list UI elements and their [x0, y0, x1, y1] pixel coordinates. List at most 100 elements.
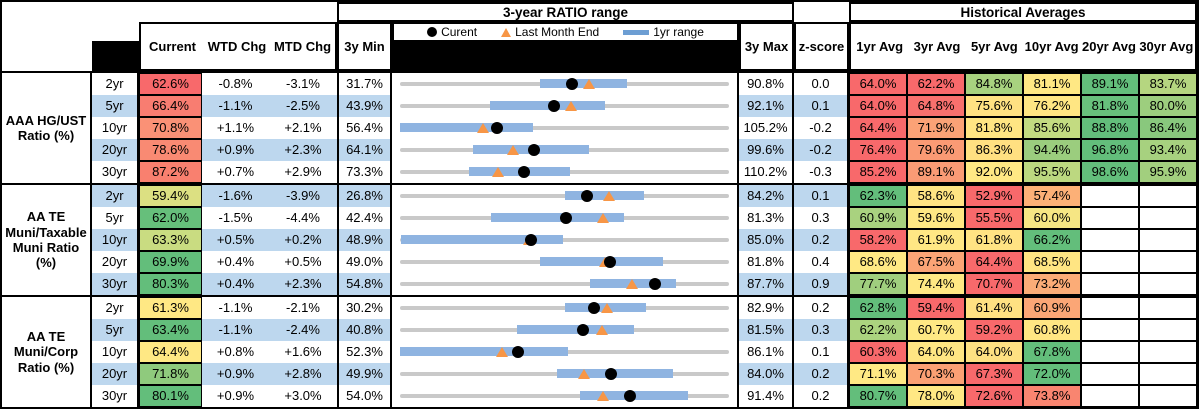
wtd-chg-cell: -1.1%	[202, 297, 269, 319]
table-row: 5yr 66.4% -1.1% -2.5% 43.9% 92.1% 0.1 64.0% 64.8…	[92, 95, 1197, 117]
avg-10yr-cell: 68.5%	[1023, 251, 1081, 273]
avg-20yr-cell	[1081, 251, 1139, 273]
avg-3yr-cell: 71.9%	[907, 117, 965, 139]
tenor-cell: 10yr	[92, 229, 139, 251]
avg-5yr-cell: 72.6%	[965, 385, 1023, 407]
table-row: 2yr 59.4% -1.6% -3.9% 26.8% 84.2% 0.1 62.3% 58.6…	[92, 185, 1197, 207]
avg-3yr-cell: 59.4%	[907, 297, 965, 319]
wtd-chg-cell: +0.8%	[202, 341, 269, 363]
current-marker	[525, 234, 538, 246]
wtd-chg-cell: +1.1%	[202, 117, 269, 139]
avg-1yr-cell: 80.7%	[849, 385, 907, 407]
avg-3yr-cell: 89.1%	[907, 161, 965, 183]
legend-current-label: Curent	[441, 25, 478, 39]
current-marker	[603, 256, 616, 268]
tenor-cell: 10yr	[92, 117, 139, 139]
avg-20yr-cell	[1081, 297, 1139, 319]
last-month-end-marker	[476, 123, 489, 133]
legend-range-label: 1yr range	[653, 25, 704, 39]
avg-30yr-cell	[1139, 385, 1197, 407]
avg-3yr-cell: 58.6%	[907, 185, 965, 207]
avg-5yr-cell: 61.8%	[965, 229, 1023, 251]
historical-section-title: Historical Averages	[849, 2, 1197, 22]
avg-5yr-cell: 59.2%	[965, 319, 1023, 341]
current-marker	[566, 78, 578, 90]
wtd-chg-cell: +0.7%	[202, 161, 269, 183]
avg-30yr-cell	[1139, 251, 1197, 273]
avg-20yr-cell: 96.8%	[1081, 139, 1139, 161]
avg-5yr-cell: 84.8%	[965, 73, 1023, 95]
range-chart-cell	[392, 185, 739, 207]
zscore-cell: 0.1	[794, 341, 849, 363]
mtd-chg-cell: +1.6%	[269, 341, 337, 363]
current-marker	[605, 368, 618, 380]
avg-1yr-cell: 64.4%	[849, 117, 907, 139]
range-chart-cell	[392, 95, 739, 117]
avg-30yr-cell	[1139, 207, 1197, 229]
mtd-chg-cell: -3.9%	[269, 185, 337, 207]
last-month-end-marker	[597, 213, 609, 223]
avg-3yr-cell: 74.4%	[907, 273, 965, 295]
avg-10yr-cell: 73.2%	[1023, 273, 1081, 295]
avg-20yr-cell	[1081, 207, 1139, 229]
avg-1yr-cell: 85.2%	[849, 161, 907, 183]
avg-30yr-cell	[1139, 229, 1197, 251]
zscore-cell: -0.3	[794, 161, 849, 183]
avg-5yr-cell: 55.5%	[965, 207, 1023, 229]
table-row: 20yr 71.8% +0.9% +2.8% 49.9% 84.0% 0.2 71.1% 70.…	[92, 363, 1197, 385]
range-min-cell: 31.7%	[337, 73, 392, 95]
group-rows: 2yr 61.3% -1.1% -2.1% 30.2% 82.9% 0.2 62.8% 59.4…	[92, 297, 1197, 407]
table-row: 2yr 62.6% -0.8% -3.1% 31.7% 90.8% 0.0 64.0% 62.2…	[92, 73, 1197, 95]
three-year-range-line	[400, 394, 729, 398]
current-marker	[517, 166, 530, 178]
avg-3yr-col-header: 3yr Avg	[913, 39, 961, 54]
zscore-cell: 0.9	[794, 273, 849, 295]
range-chart-cell	[392, 297, 739, 319]
last-month-end-marker	[492, 167, 505, 177]
zscore-col-header: z-score	[794, 22, 849, 71]
wtd-chg-cell: -1.1%	[202, 95, 269, 117]
wtd-col-header: WTD Chg	[207, 39, 267, 54]
range-min-cell: 49.9%	[337, 363, 392, 385]
range-min-cell: 49.0%	[337, 251, 392, 273]
avg-5yr-cell: 86.3%	[965, 139, 1023, 161]
avg-10yr-cell: 81.1%	[1023, 73, 1081, 95]
max-col-header: 3y Max	[739, 22, 794, 71]
avg-20yr-col-header: 20yr Avg	[1081, 39, 1136, 54]
one-year-range-bar	[400, 347, 569, 356]
group-label: AA TE Muni/Taxable Muni Ratio (%)	[2, 185, 92, 295]
tenor-cell: 30yr	[92, 273, 139, 295]
tenor-cell: 5yr	[92, 95, 139, 117]
range-max-cell: 105.2%	[739, 117, 794, 139]
tenor-cell: 20yr	[92, 251, 139, 273]
range-section-title-text: 3-year RATIO range	[502, 4, 629, 20]
range-min-cell: 64.1%	[337, 139, 392, 161]
table-row: 20yr 78.6% +0.9% +2.3% 64.1% 99.6% -0.2 76.4% 79…	[92, 139, 1197, 161]
avg-5yr-cell: 67.3%	[965, 363, 1023, 385]
range-min-cell: 54.0%	[337, 385, 392, 407]
avg-1yr-cell: 64.0%	[849, 73, 907, 95]
last-month-end-marker	[603, 191, 616, 201]
legend-black-fill	[394, 40, 737, 69]
zscore-cell: -0.2	[794, 117, 849, 139]
avg-30yr-cell	[1139, 273, 1197, 295]
avg-20yr-cell	[1081, 319, 1139, 341]
range-chart-cell	[392, 117, 739, 139]
current-marker	[580, 190, 593, 202]
tenor-cell: 30yr	[92, 161, 139, 183]
table-row: 10yr 63.3% +0.5% +0.2% 48.9% 85.0% 0.2 58.2% 61.…	[92, 229, 1197, 251]
range-section-title: 3-year RATIO range	[337, 2, 794, 22]
three-year-range-line	[400, 306, 729, 310]
zscore-cell: 0.1	[794, 185, 849, 207]
avg-10yr-cell: 76.2%	[1023, 95, 1081, 117]
three-year-range-line	[400, 282, 729, 286]
avg-3yr-cell: 59.6%	[907, 207, 965, 229]
zscore-cell: 0.2	[794, 363, 849, 385]
mtd-chg-cell: -3.1%	[269, 73, 337, 95]
table-row: 30yr 80.1% +0.9% +3.0% 54.0% 91.4% 0.2 80.7% 78.…	[92, 385, 1197, 407]
mtd-chg-cell: +2.9%	[269, 161, 337, 183]
wtd-chg-cell: +0.9%	[202, 139, 269, 161]
group-1: AAA HG/UST Ratio (%) 2yr 62.6% -0.8% -3.1% 31…	[2, 73, 1197, 183]
zscore-cell: 0.2	[794, 229, 849, 251]
legend-range-item: 1yr range	[623, 25, 704, 39]
